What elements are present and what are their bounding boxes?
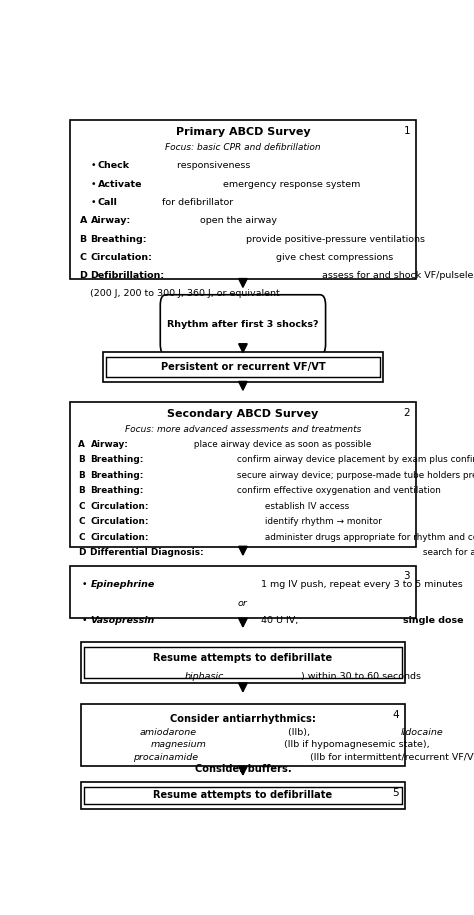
Text: 1 mg IV push, repeat every 3 to 5 minutes: 1 mg IV push, repeat every 3 to 5 minute… (258, 580, 463, 588)
Text: Breathing:: Breathing: (91, 234, 147, 243)
Text: place airway device as soon as possible: place airway device as soon as possible (191, 439, 371, 448)
Text: Epinephrine: Epinephrine (91, 580, 155, 588)
Text: Airway:: Airway: (91, 216, 131, 225)
Text: C: C (78, 533, 85, 542)
Text: •: • (82, 616, 87, 625)
Text: Consider antiarrhythmics:: Consider antiarrhythmics: (170, 714, 316, 724)
Bar (70, 121, 416, 279)
Text: assess for and shock VF/pulseless VT, up to 3 times: assess for and shock VF/pulseless VT, up… (319, 271, 474, 280)
Text: open the airway: open the airway (197, 216, 277, 225)
Text: Breathing:: Breathing: (91, 455, 144, 464)
Text: A: A (78, 439, 85, 448)
Text: C: C (80, 253, 86, 262)
Text: Primary ABCD Survey: Primary ABCD Survey (175, 127, 310, 137)
Text: (IIb),: (IIb), (285, 727, 313, 737)
Text: magnesium: magnesium (151, 740, 207, 749)
Text: Focus: more advanced assessments and treatments: Focus: more advanced assessments and tre… (125, 425, 361, 434)
Text: or: or (238, 598, 248, 608)
Bar (82, 782, 404, 809)
Text: (IIb if hypomagnesemic state),: (IIb if hypomagnesemic state), (282, 740, 430, 749)
Bar (82, 705, 404, 767)
Text: amiodarone: amiodarone (140, 727, 197, 737)
Text: •: • (82, 580, 87, 588)
Bar (103, 352, 383, 382)
Text: establish IV access: establish IV access (262, 501, 349, 511)
Text: D: D (80, 271, 87, 280)
Text: administer drugs appropriate for rhythm and condition: administer drugs appropriate for rhythm … (262, 533, 474, 542)
Text: •: • (91, 161, 96, 170)
Text: B: B (78, 470, 85, 479)
Text: B: B (80, 234, 87, 243)
Text: confirm effective oxygenation and ventilation: confirm effective oxygenation and ventil… (234, 486, 440, 495)
Text: Resume attempts to defibrillate: Resume attempts to defibrillate (154, 652, 332, 662)
Text: C: C (78, 501, 85, 511)
Text: Resume attempts to defibrillate: Resume attempts to defibrillate (154, 791, 332, 801)
Text: for defibrillator: for defibrillator (159, 198, 233, 207)
Text: C: C (78, 517, 85, 526)
Text: Call: Call (98, 198, 118, 207)
Text: emergency response system: emergency response system (219, 179, 360, 188)
Text: Rhythm after first 3 shocks?: Rhythm after first 3 shocks? (167, 320, 319, 329)
Text: Persistent or recurrent VF/VT: Persistent or recurrent VF/VT (161, 362, 325, 372)
Text: give chest compressions: give chest compressions (273, 253, 393, 262)
Text: D: D (78, 548, 86, 557)
Text: B: B (78, 455, 85, 464)
Text: single dose: single dose (403, 616, 463, 625)
Bar (106, 357, 380, 377)
Text: Airway:: Airway: (91, 439, 128, 448)
Text: 5: 5 (392, 788, 399, 798)
Text: Breathing:: Breathing: (91, 486, 144, 495)
Text: Circulation:: Circulation: (91, 501, 149, 511)
Text: (200 J, 200 to 300 J, 360 J, or equivalent: (200 J, 200 to 300 J, 360 J, or equivale… (91, 289, 283, 298)
Text: lidocaine: lidocaine (401, 727, 444, 737)
Text: 4: 4 (392, 710, 399, 720)
Text: Circulation:: Circulation: (91, 253, 152, 262)
Text: procainamide: procainamide (133, 753, 198, 762)
Text: Check: Check (98, 161, 130, 170)
Text: •: • (91, 179, 96, 188)
Text: (IIb for intermittent/recurrent VF/VT).: (IIb for intermittent/recurrent VF/VT). (307, 753, 474, 762)
Bar (70, 403, 416, 546)
FancyBboxPatch shape (160, 295, 326, 355)
Text: biphasic: biphasic (185, 672, 224, 681)
Text: Vasopressin: Vasopressin (91, 616, 155, 625)
Text: 3: 3 (403, 571, 410, 581)
Text: 40 U IV,: 40 U IV, (258, 616, 301, 625)
Text: responsiveness: responsiveness (174, 161, 250, 170)
Text: Secondary ABCD Survey: Secondary ABCD Survey (167, 409, 319, 419)
Text: 1: 1 (403, 126, 410, 136)
Text: •: • (91, 198, 96, 207)
Text: Focus: basic CPR and defibrillation: Focus: basic CPR and defibrillation (165, 143, 321, 152)
Text: Breathing:: Breathing: (91, 470, 144, 479)
Text: secure airway device; purpose-made tube holders preferred: secure airway device; purpose-made tube … (234, 470, 474, 479)
Text: Activate: Activate (98, 179, 142, 188)
Bar (82, 642, 404, 684)
Text: Differential Diagnosis:: Differential Diagnosis: (91, 548, 204, 557)
Text: identify rhythm → monitor: identify rhythm → monitor (262, 517, 382, 526)
Text: ) within 30 to 60 seconds: ) within 30 to 60 seconds (301, 672, 421, 681)
Text: provide positive-pressure ventilations: provide positive-pressure ventilations (243, 234, 425, 243)
Text: Circulation:: Circulation: (91, 517, 149, 526)
Text: B: B (78, 486, 85, 495)
Text: search for and treat identified reversible causes: search for and treat identified reversib… (420, 548, 474, 557)
Bar (84, 787, 402, 803)
Text: Circulation:: Circulation: (91, 533, 149, 542)
Text: 2: 2 (403, 408, 410, 418)
Bar (84, 648, 402, 678)
Text: confirm airway device placement by exam plus confirmation device: confirm airway device placement by exam … (234, 455, 474, 464)
Bar (70, 565, 416, 619)
Text: A: A (80, 216, 87, 225)
Text: Consider buffers.: Consider buffers. (195, 764, 291, 774)
Text: Defibrillation:: Defibrillation: (91, 271, 164, 280)
